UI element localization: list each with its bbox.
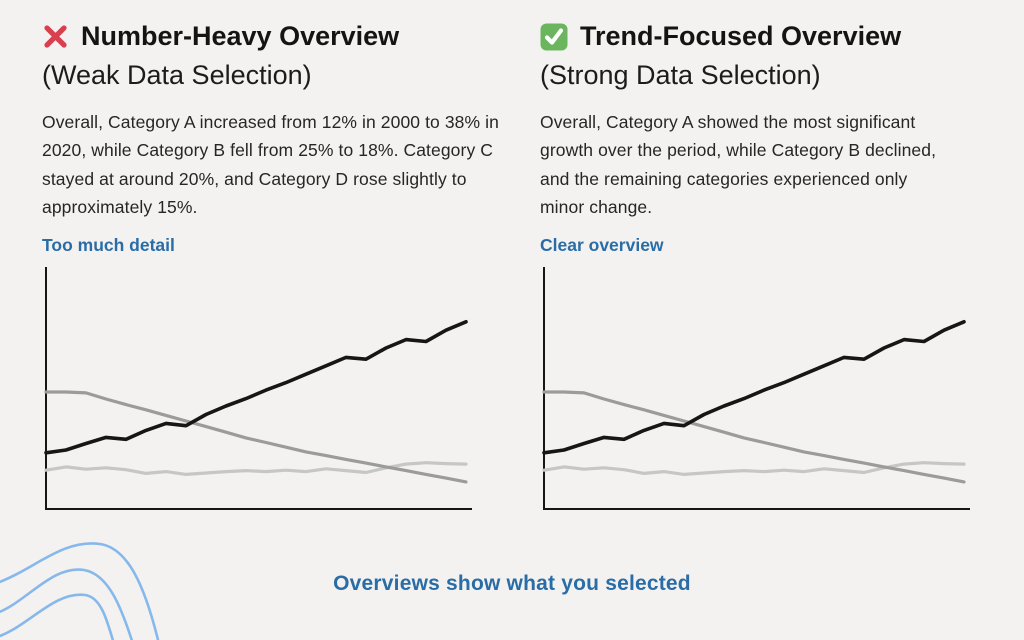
right-paragraph: Overall, Category A showed the most sign…	[540, 111, 937, 218]
series-line	[542, 319, 966, 455]
left-paragraph: Overall, Category A increased from 12% i…	[42, 111, 499, 218]
right-title-row: Trend-Focused Overview	[540, 20, 1004, 54]
series-line	[44, 460, 468, 476]
right-panel: Trend-Focused Overview (Strong Data Sele…	[540, 20, 1004, 513]
series-line	[542, 460, 966, 476]
comparison-columns: Number-Heavy Overview (Weak Data Selecti…	[42, 20, 1004, 513]
chart-axes	[543, 266, 970, 510]
footer-title: Overviews show what you selected	[333, 572, 691, 595]
cross-mark-icon	[42, 23, 69, 50]
left-panel: Number-Heavy Overview (Weak Data Selecti…	[42, 20, 506, 513]
swirl-line-3	[0, 593, 115, 640]
series-line	[542, 389, 966, 483]
right-subtitle: (Strong Data Selection)	[540, 59, 821, 90]
check-mark-icon	[540, 23, 568, 51]
series-line	[44, 319, 468, 455]
left-caption: Too much detail	[42, 234, 175, 255]
left-title-row: Number-Heavy Overview	[42, 20, 506, 54]
right-chart	[540, 265, 972, 513]
left-title: Number-Heavy Overview	[81, 21, 400, 51]
right-title: Trend-Focused Overview	[580, 21, 902, 51]
left-chart	[42, 265, 474, 513]
left-subtitle: (Weak Data Selection)	[42, 59, 312, 90]
chart-axes	[45, 266, 472, 510]
series-line	[44, 389, 468, 483]
right-caption: Clear overview	[540, 234, 664, 255]
